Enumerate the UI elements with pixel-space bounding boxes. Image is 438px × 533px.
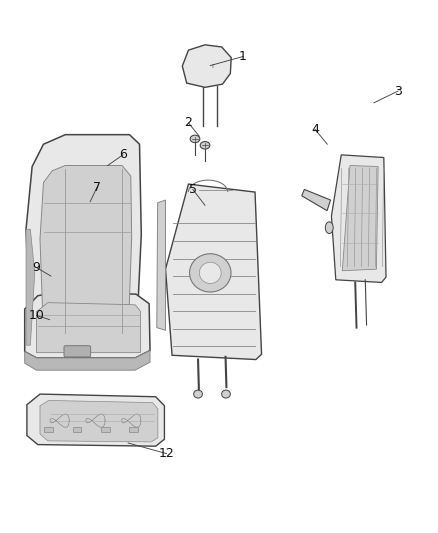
Ellipse shape (222, 390, 230, 398)
Ellipse shape (194, 390, 202, 398)
Polygon shape (157, 200, 166, 330)
Polygon shape (25, 292, 150, 358)
Bar (130, 427, 138, 432)
Polygon shape (25, 351, 150, 370)
Bar (101, 427, 110, 432)
Text: 4: 4 (311, 123, 319, 136)
Ellipse shape (190, 135, 200, 143)
Text: 12: 12 (159, 447, 174, 460)
Ellipse shape (325, 222, 333, 233)
Ellipse shape (200, 142, 210, 149)
Ellipse shape (190, 254, 231, 292)
Ellipse shape (199, 262, 221, 284)
Bar (44, 427, 53, 432)
Polygon shape (27, 394, 164, 446)
Text: 6: 6 (119, 148, 127, 161)
Polygon shape (26, 229, 35, 345)
Polygon shape (166, 184, 261, 360)
Bar (73, 427, 81, 432)
Polygon shape (343, 165, 378, 271)
Polygon shape (26, 135, 141, 345)
Text: 1: 1 (239, 50, 247, 63)
Polygon shape (302, 189, 331, 211)
Text: 10: 10 (28, 309, 44, 322)
Text: 5: 5 (189, 183, 197, 196)
Text: 3: 3 (394, 85, 402, 98)
Text: 2: 2 (184, 117, 192, 130)
Polygon shape (40, 400, 158, 442)
Text: r: r (212, 63, 214, 69)
Polygon shape (332, 155, 386, 282)
Text: 7: 7 (93, 181, 101, 195)
Polygon shape (36, 303, 141, 353)
Text: 9: 9 (32, 261, 40, 274)
FancyBboxPatch shape (64, 346, 91, 357)
Polygon shape (182, 45, 231, 87)
Polygon shape (40, 165, 132, 336)
